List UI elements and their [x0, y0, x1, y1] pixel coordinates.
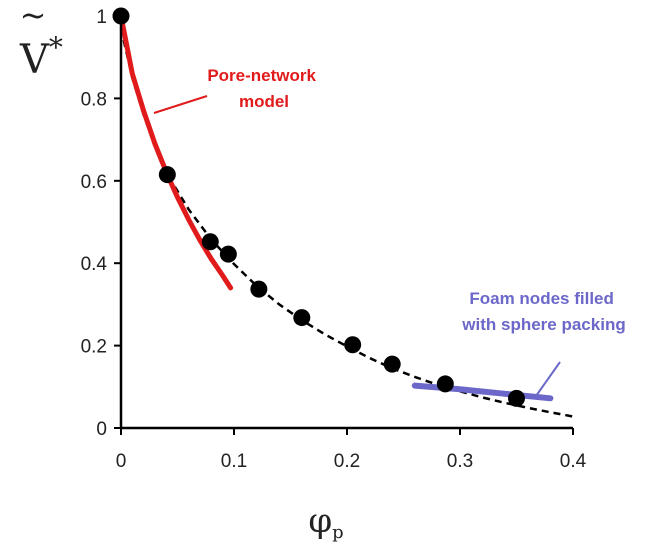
curves-layer: [118, 13, 574, 418]
data-point: [201, 233, 219, 251]
pore-network-annotation-line-1: Pore-network: [207, 66, 316, 85]
x-axis-label-symbol: φ: [308, 501, 332, 541]
data-point: [508, 389, 525, 407]
y-tick-label: 0.2: [81, 337, 107, 358]
foam-nodes-annotation-line-2: with sphere packing: [461, 315, 625, 334]
ticks-layer: 0 0.1 0.2 0.3 0.4 0 0.2 0.4 0.6 0.8 1: [81, 7, 587, 472]
y-tick-label: 1: [96, 7, 107, 28]
x-axis-label: φp: [308, 501, 343, 543]
data-point: [436, 375, 454, 393]
pore-network-leader-line: [153, 95, 208, 114]
foam-nodes-annotation-line-1: Foam nodes filled: [469, 289, 614, 308]
x-axis-label-subscript: p: [332, 522, 344, 543]
data-point: [219, 245, 237, 263]
foam-nodes-leader-line: [535, 361, 561, 397]
pore-network-annotation: Pore-network model: [207, 66, 320, 111]
data-point: [293, 309, 311, 327]
x-tick-label: 0.4: [560, 451, 587, 472]
y-tick-label: 0.6: [81, 172, 107, 193]
y-axis-label: V*: [19, 31, 63, 83]
y-tick-label: 0.8: [81, 89, 107, 110]
foam-nodes-curve: [411, 382, 554, 402]
data-point: [250, 280, 268, 298]
foam-nodes-annotation: Foam nodes filled with sphere packing: [461, 289, 625, 334]
pore-network-annotation-line-2: model: [239, 92, 289, 111]
x-tick-label: 0.1: [221, 451, 247, 472]
data-point: [158, 166, 176, 184]
y-tick-label: 0: [96, 419, 107, 440]
y-axis-label-symbol: V: [19, 37, 50, 83]
x-tick-label: 0.3: [447, 451, 473, 472]
y-axis-label-accent: ~: [20, 0, 47, 34]
x-tick-label: 0: [116, 451, 127, 472]
data-point: [344, 336, 362, 354]
y-axis-label-superscript: *: [49, 31, 63, 64]
data-point: [383, 355, 401, 373]
x-tick-label: 0.2: [334, 451, 360, 472]
pore-network-curve: [118, 13, 234, 291]
y-tick-label: 0.4: [81, 254, 108, 275]
points-layer: [112, 7, 525, 407]
